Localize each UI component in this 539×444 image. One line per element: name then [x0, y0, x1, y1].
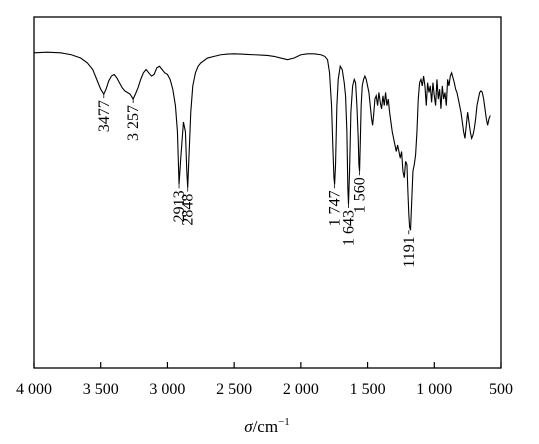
peak-annotation: 2848: [180, 187, 197, 226]
peak-annotation: 1191: [401, 230, 418, 268]
peak-annotation: 3 257: [125, 99, 142, 141]
x-axis-tick-labels: 4 000 3 500 3 000 2 500 2 000 1 500 1 000 500: [16, 381, 513, 398]
x-axis-label: σ/cm−1: [244, 416, 290, 436]
x-axis-ticks: [33, 362, 502, 368]
x-tick-label: 2 500: [216, 381, 252, 398]
peak-label: 3 257: [125, 105, 142, 141]
x-tick-label: 1 500: [350, 381, 386, 398]
peak-label: 2848: [180, 194, 197, 226]
peak-annotation: 1 747: [327, 184, 344, 226]
peak-label: 1 747: [327, 190, 344, 226]
x-tick-label: 1 000: [416, 381, 452, 398]
spectrum-line: [33, 51, 491, 231]
x-tick-label: 3 000: [149, 381, 185, 398]
peak-annotation: 2913: [171, 184, 188, 222]
x-axis-label-symbol: σ: [244, 417, 253, 436]
peak-label: 2913: [171, 190, 188, 222]
x-tick-label: 4 000: [16, 381, 52, 398]
peak-annotation: 3477: [96, 94, 113, 132]
peak-label: 1 643: [340, 210, 357, 246]
peak-label: 3477: [96, 100, 113, 132]
x-tick-label: 2 000: [283, 381, 319, 398]
peak-label: 1 560: [352, 177, 369, 213]
x-tick-label: 3 500: [83, 381, 119, 398]
peak-label: 1191: [401, 236, 418, 267]
peak-annotation: 1 643: [340, 204, 357, 246]
x-axis-label-unit: /cm: [253, 417, 279, 436]
x-axis-label-exponent: −1: [278, 416, 290, 428]
x-tick-label: 500: [489, 381, 513, 398]
peak-annotation: 1 560: [352, 171, 369, 213]
plot-frame: [33, 16, 502, 369]
